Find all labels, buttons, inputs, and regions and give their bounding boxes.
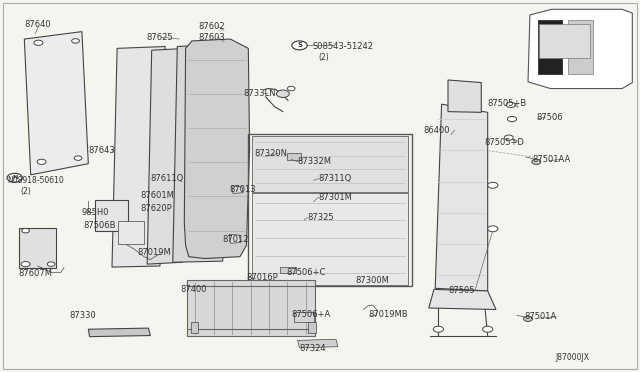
Text: 87301M: 87301M (319, 193, 353, 202)
Circle shape (488, 226, 498, 232)
Polygon shape (24, 32, 88, 175)
Bar (95, 200, 128, 231)
Text: 87013: 87013 (229, 185, 256, 194)
Text: 87506B: 87506B (83, 221, 116, 230)
Bar (294, 312, 314, 322)
Polygon shape (252, 136, 408, 192)
Text: 87611Q: 87611Q (150, 174, 184, 183)
Text: 87320N: 87320N (255, 149, 288, 158)
Circle shape (74, 156, 82, 160)
Text: 86400: 86400 (424, 126, 450, 135)
Text: 87506+C: 87506+C (286, 268, 326, 277)
Text: 8733LN: 8733LN (243, 89, 276, 97)
Text: 87505+D: 87505+D (484, 138, 524, 147)
Polygon shape (232, 186, 243, 193)
Text: N: N (12, 175, 17, 180)
Polygon shape (528, 9, 632, 89)
Circle shape (72, 39, 79, 43)
Text: 87012: 87012 (222, 235, 248, 244)
Polygon shape (435, 104, 488, 291)
Polygon shape (184, 39, 250, 259)
Text: 87016P: 87016P (246, 273, 278, 282)
Text: 87506+A: 87506+A (291, 310, 330, 319)
Circle shape (22, 228, 29, 233)
Polygon shape (298, 339, 338, 348)
Polygon shape (229, 234, 241, 243)
Bar (539, 24, 590, 58)
Bar (187, 280, 315, 336)
Text: 87602: 87602 (198, 22, 225, 31)
Circle shape (506, 102, 515, 108)
Text: 87300M: 87300M (355, 276, 389, 285)
Circle shape (504, 135, 513, 140)
Polygon shape (448, 80, 481, 112)
Text: S: S (297, 42, 302, 48)
Circle shape (483, 326, 493, 332)
Circle shape (532, 159, 541, 164)
Bar (287, 153, 301, 160)
Bar (248, 134, 412, 286)
Circle shape (524, 316, 532, 321)
Circle shape (508, 116, 516, 122)
Circle shape (433, 326, 444, 332)
Text: 87019MB: 87019MB (368, 310, 408, 319)
Polygon shape (173, 44, 227, 262)
Circle shape (276, 90, 289, 97)
Circle shape (37, 159, 46, 164)
Text: 87505: 87505 (448, 286, 474, 295)
Text: 87625: 87625 (146, 33, 173, 42)
Text: 87330: 87330 (69, 311, 96, 320)
Polygon shape (252, 193, 408, 285)
Bar (280, 267, 296, 273)
Polygon shape (429, 289, 496, 310)
Text: 87501AA: 87501AA (532, 155, 571, 164)
Circle shape (287, 86, 295, 91)
Polygon shape (88, 328, 150, 337)
Text: 87501A: 87501A (525, 312, 557, 321)
Text: (2): (2) (20, 187, 31, 196)
Circle shape (47, 262, 55, 266)
Circle shape (488, 182, 498, 188)
Text: 87603: 87603 (198, 33, 225, 42)
Text: S08543-51242: S08543-51242 (312, 42, 373, 51)
Bar (191, 322, 198, 333)
Polygon shape (147, 48, 187, 264)
Text: 87601M: 87601M (141, 191, 175, 200)
Text: (2): (2) (319, 53, 330, 62)
Text: 87643: 87643 (88, 146, 115, 155)
Circle shape (34, 40, 43, 45)
Circle shape (7, 173, 22, 182)
Text: 87505+B: 87505+B (488, 99, 527, 108)
Text: 87332M: 87332M (298, 157, 332, 166)
Bar (19, 228, 56, 268)
Text: 87506: 87506 (536, 113, 563, 122)
Text: 87311Q: 87311Q (319, 174, 352, 183)
Text: 87400: 87400 (180, 285, 207, 294)
Text: 87620P: 87620P (141, 204, 173, 213)
Text: 87607M: 87607M (18, 269, 52, 278)
Text: 87019M: 87019M (138, 248, 172, 257)
Text: N08918-50610: N08918-50610 (8, 176, 65, 185)
Bar (118, 221, 144, 244)
Polygon shape (112, 46, 165, 267)
Bar (538, 20, 562, 74)
Text: J87000JX: J87000JX (556, 353, 589, 362)
Circle shape (21, 262, 30, 267)
Text: 985H0: 985H0 (81, 208, 109, 217)
Circle shape (292, 41, 307, 50)
Text: 87324: 87324 (300, 344, 326, 353)
Text: 87325: 87325 (307, 213, 334, 222)
Bar (538, 20, 562, 74)
Bar (308, 322, 316, 333)
Bar (568, 20, 593, 74)
Text: 87640: 87640 (24, 20, 51, 29)
